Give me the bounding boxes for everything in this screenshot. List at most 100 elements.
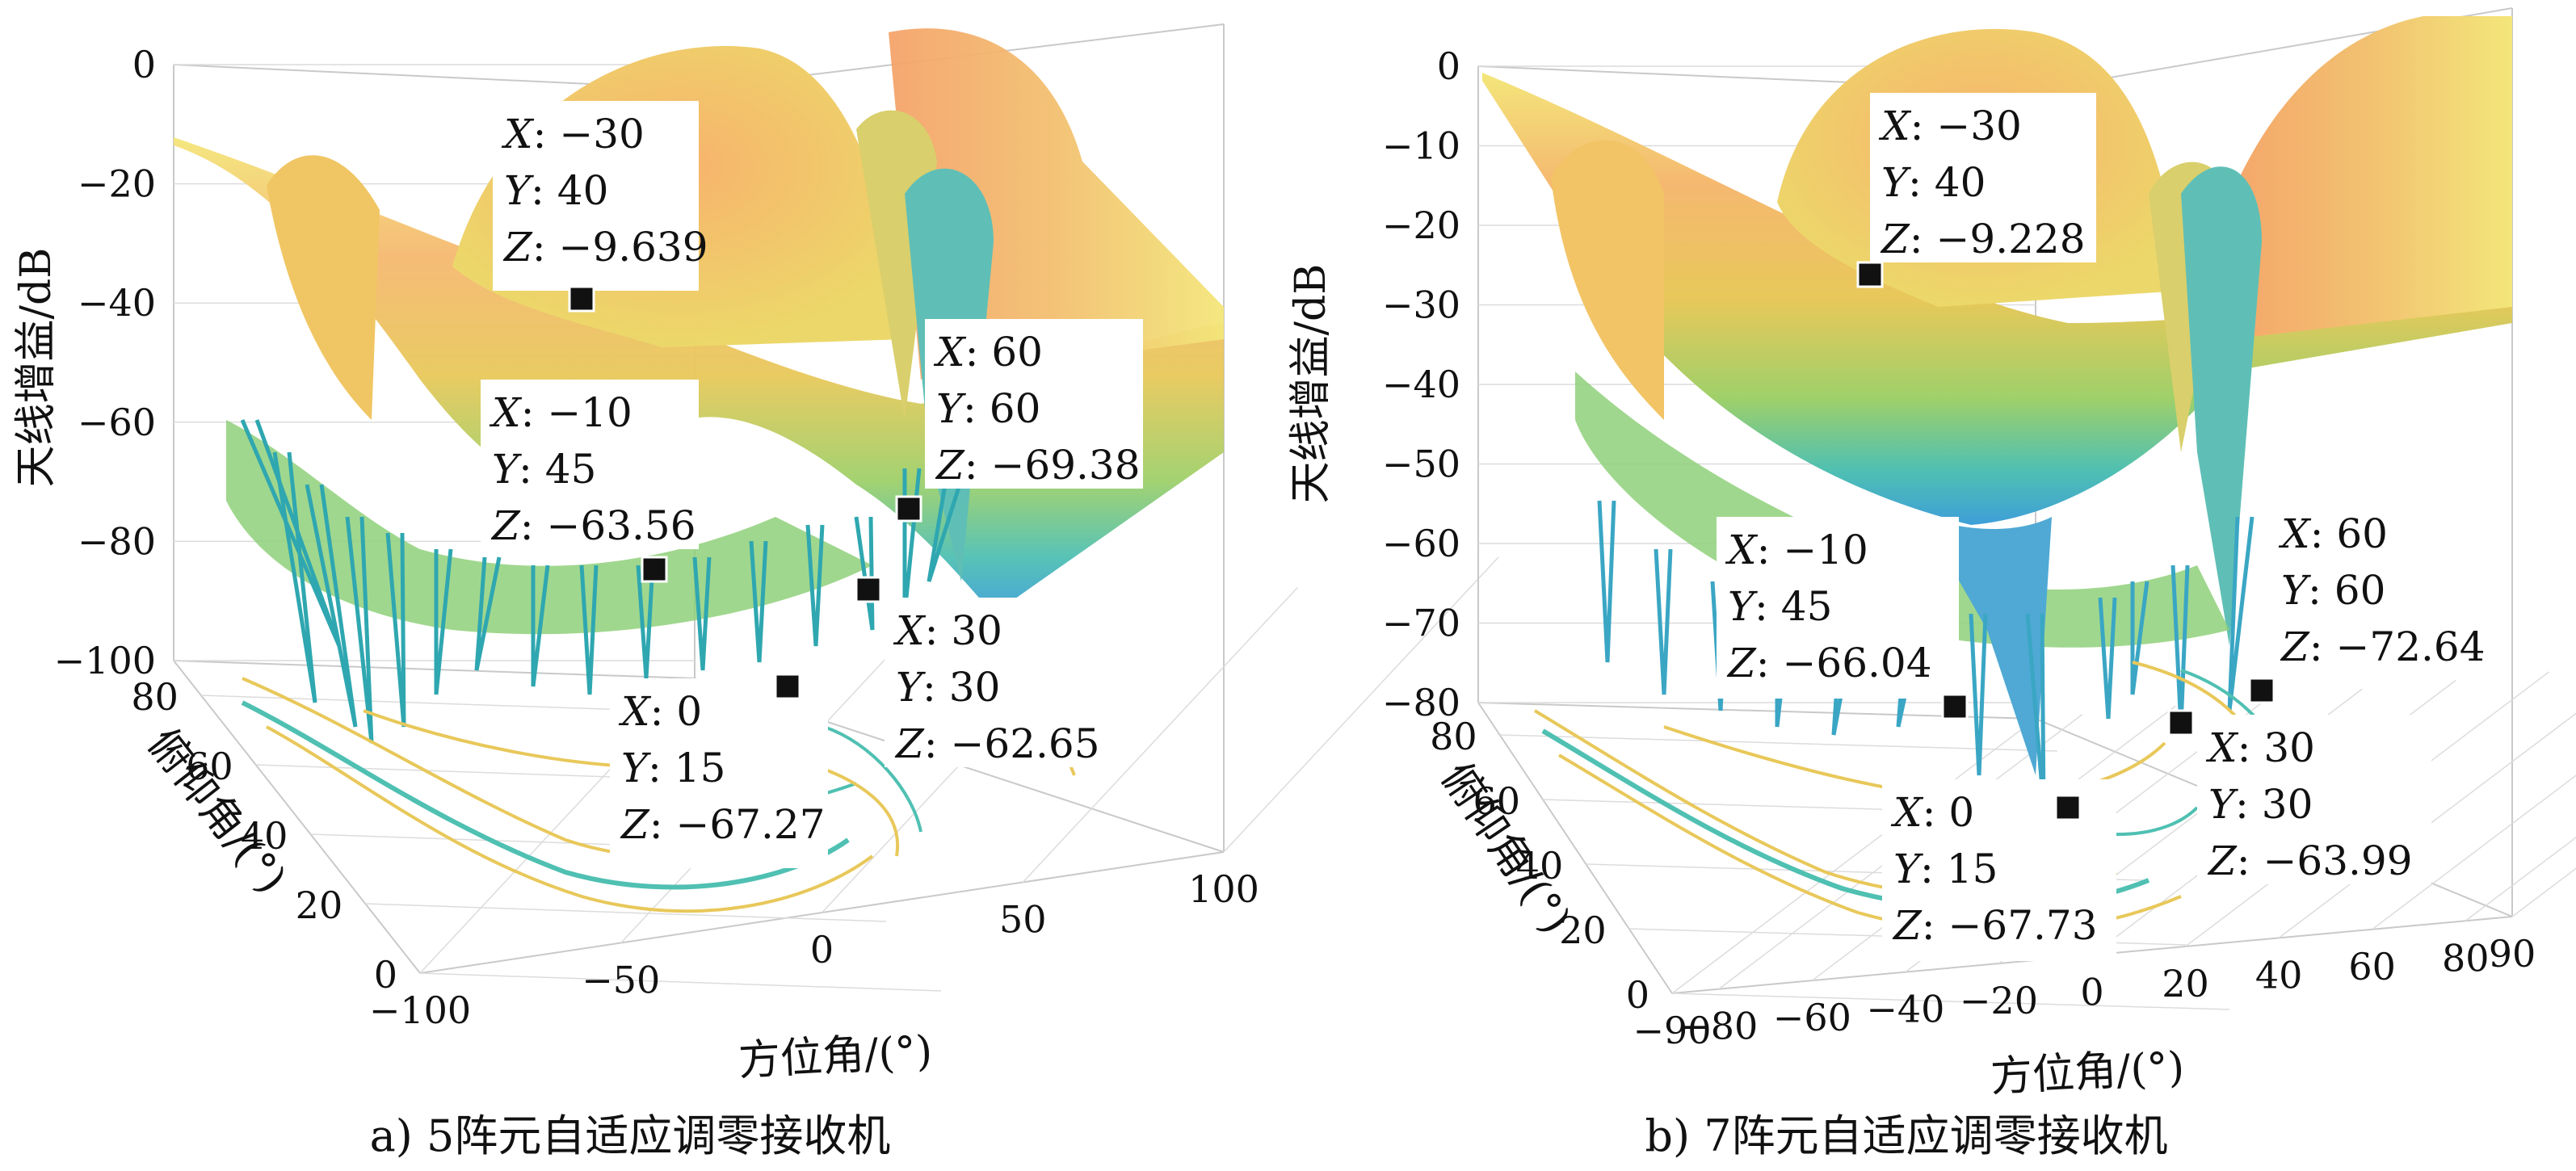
datatip: X: −10 Y: 45 Z: −66.04 [1717,517,1969,720]
datatip-z-value: Z: −63.99 [2207,837,2413,884]
z-tick-label: −100 [54,639,156,682]
z-tick-label: −70 [1382,602,1460,645]
x-axis-label-b: 方位角/(°) [1990,1043,2186,1102]
datatip-x-value: X: −10 [1725,527,1868,573]
y-tick-label: 60 [186,745,233,788]
y-tick-label: 40 [241,814,288,858]
datatip-marker[interactable] [568,285,595,313]
datatip-z-value: Z: −72.64 [2280,623,2486,670]
datatip: X: 60 Y: 60 Z: −72.64 [2248,501,2504,704]
datatip-y-value: Y: 60 [2281,567,2385,614]
x-grid-line [2278,712,2576,938]
datatip-z-value: Z: −69.38 [935,442,1141,489]
z-tick-label: −30 [1382,283,1460,327]
y-grid-line [1671,993,2230,1010]
datatip-z-value: Z: −67.27 [620,801,826,848]
datatip-y-value: Y: 30 [896,664,1000,711]
datatip: X: 30 Y: 30 Z: −62.65 [855,576,1103,767]
x-tick-label: −100 [369,988,471,1032]
x-tick-label: −50 [582,959,660,1002]
surface-null-spike [854,516,875,631]
x-tick-label: −20 [1960,979,2038,1022]
datatip: X: 0 Y: 15 Z: −67.73 [1882,779,2116,961]
z-tick-label: −40 [78,281,156,325]
surface-null-spike [2098,597,2117,720]
datatip-box [885,598,1103,767]
surface-null-spike [385,532,406,728]
datatip-box [2270,501,2504,670]
datatip-x-value: X: 60 [2278,510,2388,557]
surface-null-spike [927,484,962,582]
datatip-z-value: Z: −63.56 [490,502,696,549]
z-tick-label: 0 [132,43,156,86]
datatip-x-value: X: 30 [2205,724,2315,771]
z-axis-label-b: 天线增益/dB [1287,263,1335,503]
datatip-box [610,678,828,868]
datatip-marker[interactable] [2248,677,2276,704]
x-tick-label: 80 [2442,936,2490,980]
datatip-marker[interactable] [895,495,922,523]
surface-null-spike [1654,548,1673,695]
y-grid-line [419,972,942,992]
surface-null-spike [474,556,502,671]
datatip-x-value: X: 0 [1890,789,1974,836]
z-tick-label: 0 [1437,44,1460,88]
datatip-y-value: Y: 15 [621,745,725,791]
caption-a: a) 5阵元自适应调零接收机 [370,1110,891,1161]
x-tick-label: −40 [1866,988,1944,1031]
z-tick-label: −50 [1382,443,1460,486]
z-tick-label: −40 [1382,363,1460,406]
x-grid-line [1223,556,1499,853]
caption-b: b) 7阵元自适应调零接收机 [1645,1110,2167,1161]
x-tick-label: 50 [999,898,1047,942]
datatip-box [1717,517,1959,699]
z-axis-label-a: 天线增益/dB [12,247,61,487]
datatip-box [493,101,699,291]
z-tick-labels-b: 0 −10 −20 −30 −40 −50 −60 −70 −80 [1382,44,1460,724]
surface-null-spike [305,484,358,728]
datatip: X: 0 Y: 15 Z: −67.27 [610,673,828,868]
y-tick-label: 20 [1559,909,1607,952]
y-tick-labels-b: 0 20 40 60 80 [1430,715,1649,1017]
surface-null-spike [434,548,453,695]
datatip-y-value: Y: 60 [936,385,1040,432]
datatip-y-value: Y: 40 [504,167,608,214]
datatip-box [2197,715,2431,884]
x-tick-label: 90 [2489,932,2536,976]
datatip-marker[interactable] [1941,693,1969,720]
surface-null-spike [272,451,317,703]
datatip-x-value: X: 30 [893,607,1002,654]
surface-null-spike [579,565,599,695]
x-tick-label: 100 [1188,867,1259,911]
x-tick-label: 0 [810,928,834,972]
datatip-z-value: Z: −62.65 [894,720,1100,767]
z-tick-label: −80 [1382,681,1460,724]
datatip-marker[interactable] [774,673,801,700]
datatip-x-value: X: 0 [618,688,702,735]
x-tick-labels-a: −100 −50 0 50 100 [369,867,1259,1032]
surface-null-spike [531,565,550,687]
datatip-marker[interactable] [855,576,882,603]
datatip-z-value: Z: −66.04 [1726,640,1932,686]
x-tick-label: −80 [1679,1005,1758,1048]
surface-null-spike [2130,581,2149,695]
surface-null-spike [1597,500,1616,663]
datatip-x-value: X: −30 [1878,103,2022,149]
y-tick-label: 80 [131,675,179,719]
x-grid-line [2511,867,2576,917]
datatip-marker[interactable] [2054,794,2082,821]
z-tick-label: −60 [78,401,156,444]
datatip-y-value: Y: 30 [2208,781,2313,828]
datatip-marker[interactable] [2167,709,2195,737]
datatips-b: X: −30 Y: 40 Z: −9.228 X: −10 Y: 45 Z: −66.04… [1717,93,2504,961]
datatip-marker[interactable] [641,556,668,583]
datatip-marker[interactable] [1856,261,1884,288]
y-tick-label: 40 [1516,844,1564,888]
datatip-box [1870,93,2096,262]
x-grid-line [2372,774,2576,930]
x-grid-line [2465,836,2576,921]
datatip-z-value: Z: −9.639 [502,224,708,271]
